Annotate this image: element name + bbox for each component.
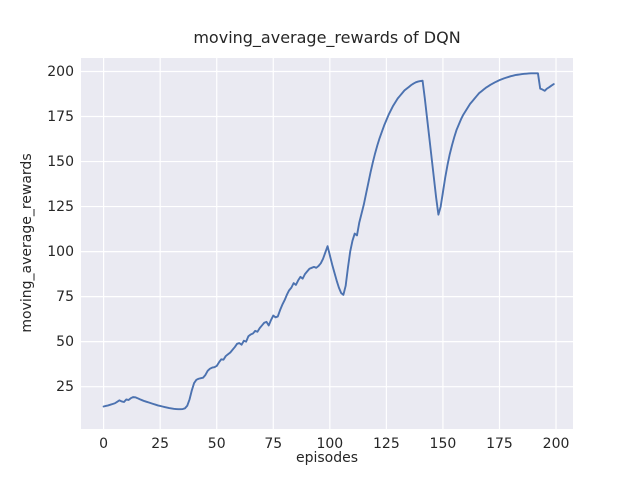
- x-tick-label: 75: [264, 436, 283, 452]
- x-tick-label: 200: [542, 436, 570, 452]
- line-chart: [81, 58, 573, 429]
- y-tick-label: 125: [47, 198, 74, 215]
- y-tick-label: 150: [47, 153, 74, 170]
- x-tick-label: 25: [151, 436, 170, 452]
- y-tick-label: 175: [47, 108, 74, 125]
- y-tick-label: 50: [56, 333, 74, 350]
- data-line: [102, 72, 555, 411]
- y-tick-label: 75: [56, 288, 74, 305]
- x-tick-label: 50: [207, 436, 226, 452]
- x-tick-label: 175: [486, 436, 513, 452]
- x-axis-label: episodes: [295, 450, 359, 466]
- y-tick-label: 200: [47, 63, 74, 80]
- y-axis-label: moving_average_rewards: [19, 153, 35, 333]
- chart-title: moving_average_rewards of DQN: [193, 28, 461, 47]
- y-tick-label: 100: [47, 243, 74, 260]
- y-tick-label: 25: [56, 378, 74, 395]
- plot-area: [81, 58, 573, 429]
- x-tick-label: 125: [373, 436, 400, 452]
- x-tick-label: 0: [99, 436, 109, 452]
- x-tick-label: 100: [316, 436, 344, 452]
- x-tick-label: 150: [429, 436, 457, 452]
